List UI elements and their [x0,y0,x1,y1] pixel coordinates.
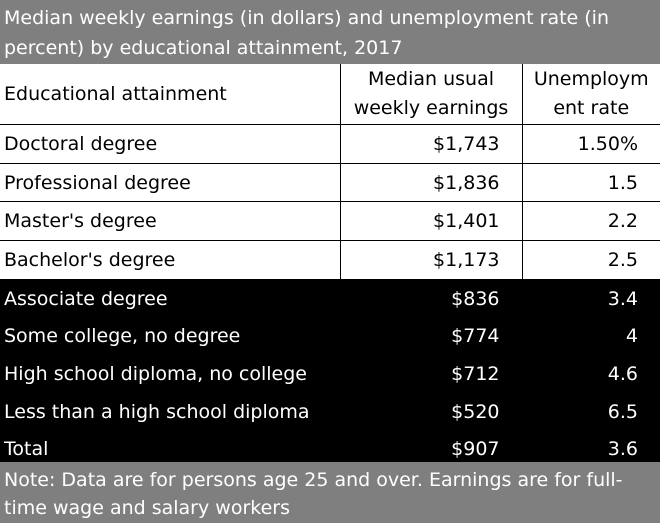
row-label: Associate degree [0,279,340,318]
table-note-line: time wage and salary workers [4,497,290,519]
row-earnings: $774 [339,317,522,356]
header-attainment: Educational attainment [0,64,340,125]
row-label: Total [0,430,340,469]
row-earnings: $836 [339,279,522,318]
row-rate: 2.2 [521,201,660,242]
row-earnings: $907 [339,430,522,469]
row-earnings: $1,743 [339,124,522,164]
table-note-line: Note: Data are for persons age 25 and ov… [4,469,623,491]
table-title: Median weekly earnings (in dollars) and … [0,0,660,64]
header-row: Educational attainment Median usual week… [0,64,660,125]
row-earnings: $1,836 [339,163,522,203]
row-rate: 4.6 [521,355,660,393]
row-earnings: $1,173 [339,240,522,280]
row-label: High school diploma, no college [0,355,340,393]
row-rate: 3.6 [521,430,660,469]
table-row: Doctoral degree $1,743 1.50% [0,124,660,164]
row-earnings: $712 [339,355,522,393]
row-label: Doctoral degree [0,124,340,164]
table-row: High school diploma, no college $712 4.6 [0,355,660,393]
row-rate: 1.5 [521,163,660,203]
header-rate: Unemploym ent rate [521,64,660,125]
earnings-table: Educational attainment Median usual week… [0,64,660,469]
table-row: Total $907 3.6 [0,430,660,469]
row-earnings: $520 [339,392,522,431]
table-row: Bachelor's degree $1,173 2.5 [0,240,660,280]
row-label: Bachelor's degree [0,240,340,280]
table-row: Associate degree $836 3.4 [0,279,660,318]
table-row: Professional degree $1,836 1.5 [0,163,660,203]
table-note: Note: Data are for persons age 25 and ov… [0,462,660,523]
table-row: Master's degree $1,401 2.2 [0,201,660,242]
table-title-line: percent) by educational attainment, 2017 [4,37,403,59]
row-rate: 4 [521,317,660,356]
row-earnings: $1,401 [339,201,522,242]
row-label: Master's degree [0,201,340,242]
table-title-line: Median weekly earnings (in dollars) and … [4,7,609,29]
row-rate: 1.50% [521,124,660,164]
table-row: Some college, no degree $774 4 [0,317,660,356]
header-earnings: Median usual weekly earnings [339,64,522,125]
table-row: Less than a high school diploma $520 6.5 [0,392,660,431]
row-label: Professional degree [0,163,340,203]
table-body: Doctoral degree $1,743 1.50% Professional d… [0,124,660,469]
row-rate: 2.5 [521,240,660,280]
row-rate: 6.5 [521,392,660,431]
row-label: Some college, no degree [0,317,340,356]
row-rate: 3.4 [521,279,660,318]
row-label: Less than a high school diploma [0,392,340,431]
